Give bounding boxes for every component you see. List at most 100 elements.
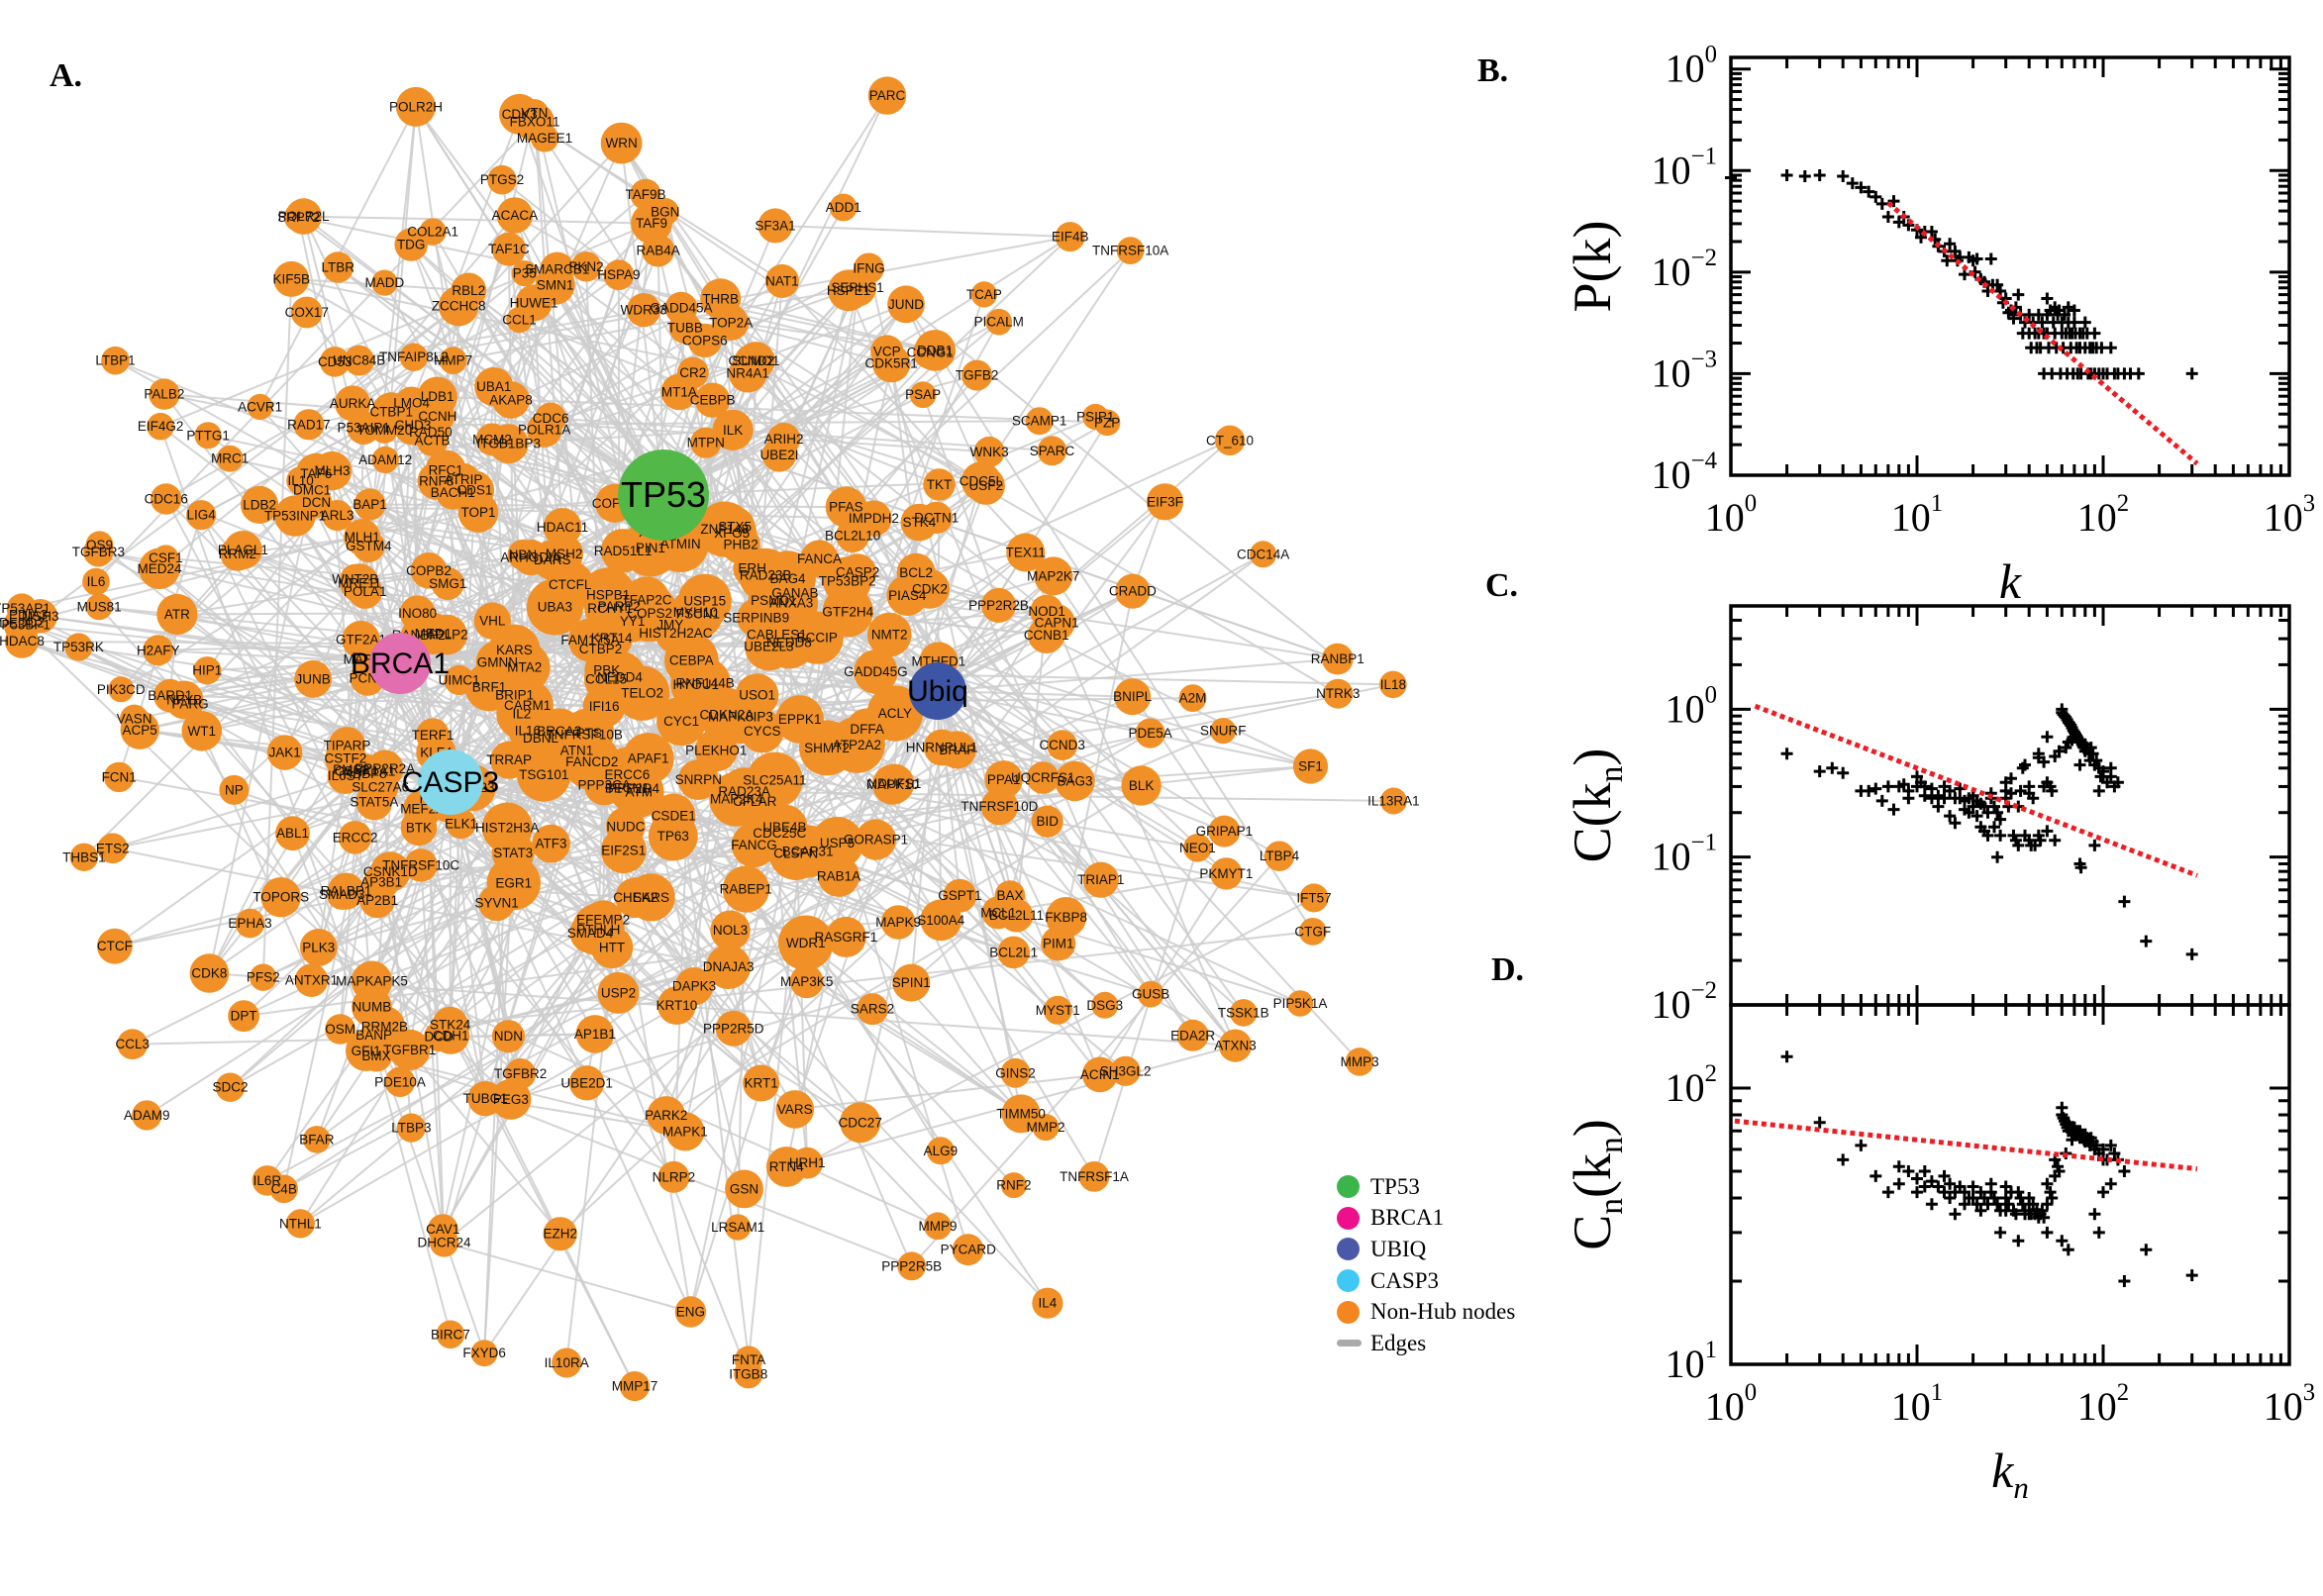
network-edge bbox=[21, 622, 1015, 953]
network-node-label: PPP2R2A bbox=[354, 761, 415, 776]
network-node-label: BAG4 bbox=[769, 571, 806, 586]
network-node bbox=[152, 545, 179, 571]
network-node bbox=[394, 228, 429, 261]
network-node bbox=[1135, 718, 1165, 748]
network-node-label: BRCA2 bbox=[537, 724, 581, 739]
network-node-label: ATN1 bbox=[560, 744, 594, 758]
network-node bbox=[674, 1296, 707, 1328]
network-node-label: THRB bbox=[702, 291, 739, 306]
network-node-label: HSPA9 bbox=[597, 267, 640, 282]
network-edge bbox=[337, 266, 1102, 881]
network-edge bbox=[551, 417, 1053, 452]
network-node-label: FKBP8 bbox=[1045, 910, 1087, 925]
network-node bbox=[656, 696, 707, 747]
network-node-label: UBE2D1 bbox=[560, 1075, 613, 1090]
network-node-label: ETS2 bbox=[96, 841, 130, 855]
network-node-label: GSN bbox=[730, 1181, 758, 1196]
network-node bbox=[156, 593, 198, 636]
network-node-label: TSSK1B bbox=[1218, 1005, 1269, 1020]
network-node-label: PIN1 bbox=[636, 541, 665, 555]
network-node-label: SPARC bbox=[1030, 444, 1075, 458]
network-node bbox=[1110, 1055, 1141, 1086]
network-node bbox=[143, 635, 174, 666]
network-node bbox=[1115, 573, 1151, 609]
network-node-label: ATP2A2 bbox=[833, 738, 881, 752]
network-edge bbox=[444, 1242, 691, 1313]
network-edge bbox=[610, 638, 746, 1190]
network-node-label: TP53RK bbox=[53, 640, 104, 654]
network-node bbox=[1055, 760, 1095, 802]
network-node bbox=[132, 1100, 162, 1131]
network-node bbox=[532, 824, 570, 863]
network-node bbox=[290, 296, 323, 329]
network-node bbox=[575, 1015, 615, 1053]
network-node bbox=[984, 760, 1023, 799]
network-node bbox=[1379, 670, 1407, 699]
network-node-label: MYST1 bbox=[1036, 1003, 1080, 1018]
network-edge bbox=[169, 694, 450, 806]
network-node bbox=[362, 768, 399, 806]
network-node-label: LTBR bbox=[322, 260, 355, 275]
network-node bbox=[520, 717, 561, 759]
network-node bbox=[657, 986, 696, 1025]
network-node-label: VTN bbox=[521, 106, 548, 121]
network-node-label: EZH2 bbox=[543, 1227, 577, 1242]
network-node bbox=[474, 366, 514, 407]
network-node bbox=[980, 587, 1017, 624]
network-node-label: TOPORS bbox=[252, 890, 309, 905]
network-node-label: RANBP1 bbox=[1311, 651, 1364, 666]
network-edge bbox=[665, 911, 999, 1117]
network-node bbox=[943, 878, 977, 913]
network-node-label: CTGF bbox=[1294, 924, 1331, 939]
legend-label: Edges bbox=[1370, 1330, 1427, 1355]
network-node bbox=[1121, 765, 1162, 806]
network-edge bbox=[308, 305, 459, 426]
network-node-label: EGR1 bbox=[495, 876, 532, 891]
network-node bbox=[303, 1126, 331, 1153]
network-node-label: RAD50 bbox=[409, 425, 453, 440]
network-node bbox=[867, 76, 907, 115]
network-node-label: SCAMP1 bbox=[1012, 414, 1067, 429]
network-node-label: MYH10 bbox=[673, 605, 718, 620]
network-edge bbox=[200, 730, 313, 981]
network-node-label: FCN1 bbox=[102, 769, 137, 784]
network-node-label: CDC6 bbox=[533, 411, 569, 426]
network-node-label: RAB1A bbox=[817, 868, 860, 883]
network-node bbox=[220, 536, 255, 571]
network-edge bbox=[806, 897, 1315, 1164]
network-node-label: UBE4B bbox=[762, 820, 806, 835]
network-node bbox=[69, 843, 99, 871]
network-node-label: MMP3 bbox=[1341, 1054, 1379, 1069]
network-node bbox=[64, 633, 93, 661]
network-node-label: DBNL bbox=[523, 731, 559, 746]
network-node-label: EIF4G2 bbox=[138, 419, 184, 434]
network-node bbox=[327, 757, 364, 794]
network-node bbox=[85, 593, 113, 621]
chart-ticks bbox=[1729, 57, 2291, 477]
network-node-label: CSF1 bbox=[149, 550, 183, 565]
network-node bbox=[294, 963, 329, 997]
panel-c-label: C. bbox=[1485, 567, 1519, 604]
network-node bbox=[416, 718, 450, 752]
network-edge bbox=[937, 690, 1311, 767]
network-node-label: CCND2 bbox=[729, 353, 775, 368]
hub-node-tp53 bbox=[618, 449, 709, 541]
network-node-label: MAP2K7 bbox=[1027, 568, 1079, 583]
network-node bbox=[1037, 436, 1067, 466]
network-node-label: ILK bbox=[723, 423, 743, 438]
network-node-label: NEO1 bbox=[1179, 841, 1216, 855]
network-node-label: CTBP1 bbox=[369, 404, 413, 419]
network-node bbox=[1055, 222, 1085, 252]
network-node-label: SARS2 bbox=[851, 1002, 894, 1017]
network-node-label: P53AIP1 bbox=[338, 421, 390, 436]
network-node-label: PLEKHO1 bbox=[685, 743, 747, 757]
network-node bbox=[866, 612, 912, 657]
fit-line bbox=[1754, 703, 2198, 878]
network-node-label: APLP2 bbox=[427, 628, 468, 643]
fit-line bbox=[1886, 201, 2199, 466]
network-node bbox=[737, 342, 775, 380]
network-node-label: TELO2 bbox=[621, 686, 663, 701]
panel-a-label: A. bbox=[50, 57, 83, 94]
network-node bbox=[822, 586, 873, 638]
